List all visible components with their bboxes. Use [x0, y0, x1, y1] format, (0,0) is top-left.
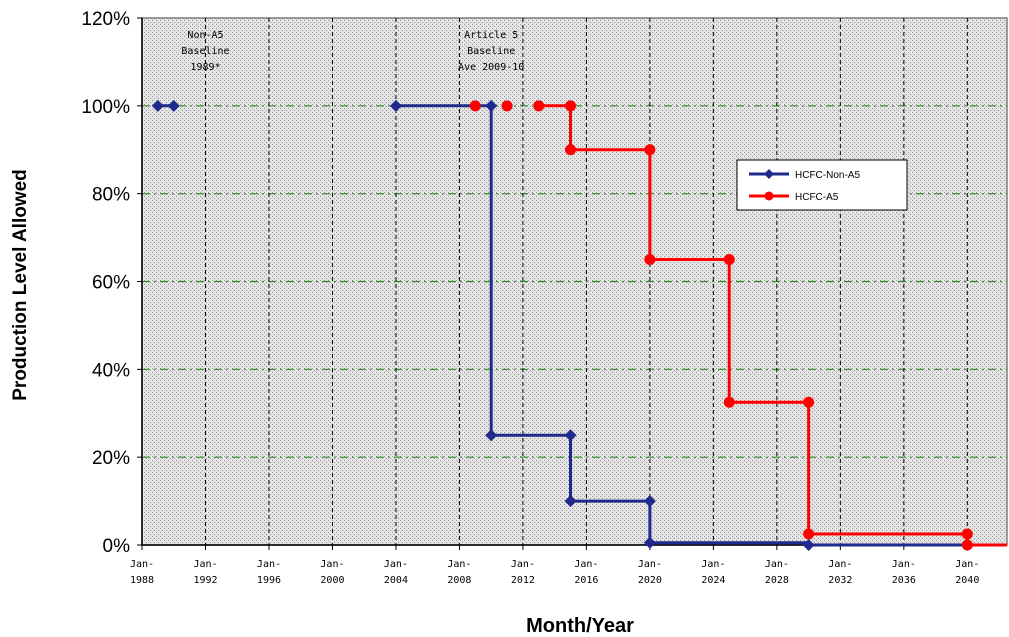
data-point [167, 99, 180, 112]
data-point [961, 528, 973, 540]
legend-marker [764, 191, 774, 201]
y-axis-label: Production Level Allowed [10, 169, 31, 401]
baseline-annotation: 1989* [190, 62, 220, 73]
x-tick-label-year: 2024 [701, 575, 725, 586]
data-point [564, 495, 577, 508]
x-tick-label-prefix: Jan- [384, 559, 408, 570]
legend-box [736, 159, 908, 211]
data-point [723, 396, 735, 408]
data-point [565, 144, 577, 156]
baseline-annotation: Article 5 [464, 30, 518, 41]
x-tick-label-year: 1988 [130, 575, 154, 586]
baseline-annotation: Non-A5 [187, 30, 223, 41]
x-tick-label-year: 2012 [511, 575, 535, 586]
y-tick-label: 60% [92, 273, 130, 294]
data-point [803, 396, 815, 408]
data-point [802, 539, 815, 551]
baseline-annotation: Baseline [467, 46, 515, 57]
x-tick-label-year: 2008 [447, 575, 471, 586]
x-tick-label-year: 2032 [828, 575, 852, 586]
x-tick-label-prefix: Jan- [257, 559, 281, 570]
x-tick-label-prefix: Jan- [320, 559, 344, 570]
y-tick-label: 80% [92, 185, 130, 206]
series-hcfc-a5 [469, 100, 1007, 551]
x-tick-label-prefix: Jan- [955, 559, 979, 570]
x-tick-label-prefix: Jan- [130, 559, 154, 570]
data-point [389, 99, 402, 112]
x-tick-label-prefix: Jan- [892, 559, 916, 570]
x-tick-label-year: 2020 [638, 575, 662, 586]
y-tick-label: 20% [92, 448, 130, 469]
data-point [501, 100, 513, 112]
data-point [151, 99, 164, 112]
data-point [485, 99, 498, 112]
x-tick-label-year: 1996 [257, 575, 281, 586]
legend-marker [764, 169, 774, 179]
x-tick-label-year: 2004 [384, 575, 408, 586]
data-point [723, 254, 735, 266]
data-point [643, 495, 656, 508]
x-tick-label-prefix: Jan- [574, 559, 598, 570]
x-tick-label-year: 2040 [955, 575, 979, 586]
y-tick-label: 40% [92, 360, 130, 381]
data-point [565, 100, 577, 112]
x-tick-label-prefix: Jan- [638, 559, 662, 570]
x-tick-label-prefix: Jan- [828, 559, 852, 570]
x-tick-label-prefix: Jan- [447, 559, 471, 570]
x-axis-label: Month/Year [526, 615, 634, 637]
data-point [644, 254, 656, 266]
y-tick-label: 120% [81, 9, 130, 30]
data-point [643, 536, 656, 549]
legend-label: HCFC-Non-A5 [795, 170, 860, 181]
baseline-annotation: Ave 2009-10 [458, 62, 524, 73]
x-tick-label-year: 2028 [765, 575, 789, 586]
data-point [533, 100, 545, 112]
baseline-annotation: Baseline [181, 46, 229, 57]
data-point [469, 100, 481, 112]
x-tick-label-prefix: Jan- [193, 559, 217, 570]
data-point [564, 429, 577, 442]
data-point [803, 528, 815, 540]
y-tick-label: 100% [81, 97, 130, 118]
data-point [961, 539, 973, 551]
data-point [485, 429, 498, 442]
data-point [644, 144, 656, 156]
x-tick-label-year: 1992 [193, 575, 217, 586]
legend-label: HCFC-A5 [795, 192, 839, 203]
x-tick-label-year: 2016 [574, 575, 598, 586]
x-tick-label-prefix: Jan- [765, 559, 789, 570]
y-tick-label: 0% [103, 536, 131, 557]
x-tick-label-prefix: Jan- [701, 559, 725, 570]
x-tick-label-year: 2036 [892, 575, 916, 586]
x-tick-label-year: 2000 [320, 575, 344, 586]
x-tick-label-prefix: Jan- [511, 559, 535, 570]
